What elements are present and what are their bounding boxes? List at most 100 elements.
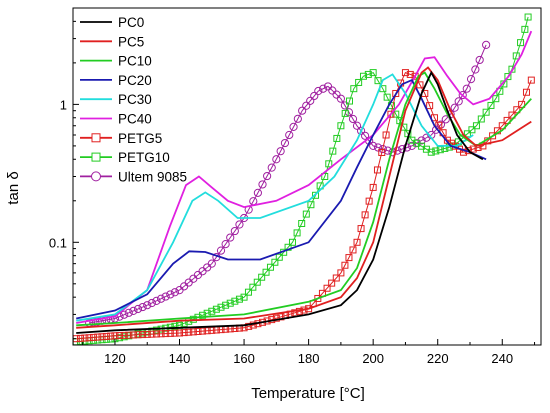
data-point	[185, 328, 193, 336]
x-tick-label: 180	[298, 351, 320, 366]
data-point	[306, 96, 315, 105]
data-point	[359, 72, 367, 80]
data-point	[199, 327, 207, 335]
data-point	[471, 65, 480, 74]
data-point	[398, 144, 407, 154]
data-point	[166, 329, 174, 337]
data-point	[527, 76, 535, 84]
data-point	[120, 310, 129, 319]
data-point	[352, 121, 362, 130]
data-point	[148, 330, 156, 338]
data-point	[216, 246, 226, 255]
data-point	[353, 238, 361, 246]
data-point	[364, 70, 372, 78]
legend-item-petg5: PETG5	[80, 131, 162, 146]
x-tick-label: 120	[104, 351, 126, 366]
data-point	[314, 294, 322, 302]
data-point	[272, 314, 280, 322]
data-point	[402, 143, 412, 152]
x-tick-label: 240	[491, 351, 513, 366]
data-point	[285, 130, 294, 140]
data-point	[345, 254, 353, 262]
data-point	[208, 307, 216, 315]
legend-label: PC10	[118, 54, 152, 69]
series-pc20	[76, 78, 487, 320]
data-point	[171, 329, 179, 337]
legend-item-ultem-9085: Ultem 9085	[80, 169, 187, 184]
data-point	[212, 305, 220, 313]
data-point	[102, 332, 110, 340]
data-point	[426, 102, 434, 110]
data-point	[472, 122, 480, 130]
data-point	[337, 269, 345, 277]
data-point	[427, 148, 435, 156]
data-point	[463, 130, 471, 138]
data-point	[230, 226, 239, 236]
data-point	[360, 131, 370, 140]
data-point	[107, 332, 115, 340]
data-point	[487, 101, 495, 109]
data-point	[203, 327, 211, 335]
data-point	[116, 332, 124, 340]
data-point	[323, 82, 333, 91]
data-point	[458, 90, 467, 100]
data-point	[176, 329, 184, 337]
data-point	[226, 299, 234, 307]
legend-label: PC0	[118, 15, 144, 30]
data-point	[333, 134, 341, 142]
data-point	[518, 100, 526, 108]
data-point	[524, 13, 532, 21]
data-point	[517, 39, 525, 47]
data-point	[441, 115, 450, 124]
data-point	[245, 322, 253, 330]
legend-marker	[91, 171, 101, 182]
data-point	[302, 210, 310, 218]
data-point	[504, 73, 512, 81]
data-point	[288, 238, 296, 246]
data-point	[94, 333, 102, 341]
legend-item-pc30: PC30	[80, 92, 152, 107]
data-point	[512, 52, 520, 60]
series-petg5	[72, 69, 535, 343]
data-point	[489, 132, 497, 140]
data-point	[477, 115, 485, 123]
data-point	[266, 263, 274, 271]
data-point	[469, 145, 477, 153]
data-point	[156, 294, 166, 303]
data-point	[125, 331, 133, 339]
data-point	[180, 329, 188, 337]
data-point	[289, 122, 298, 131]
data-point	[124, 308, 133, 317]
data-point	[152, 326, 160, 334]
data-point	[276, 147, 285, 156]
series-line-pc40	[76, 30, 533, 324]
data-point	[98, 333, 106, 341]
data-point	[356, 126, 366, 135]
data-point	[336, 94, 345, 103]
data-point	[302, 101, 311, 110]
data-point	[349, 246, 357, 254]
series-pc0	[76, 70, 484, 334]
data-point	[513, 106, 521, 114]
data-point	[152, 296, 161, 305]
data-point	[194, 327, 202, 335]
series-line-pc5	[76, 66, 532, 329]
data-point	[291, 309, 299, 317]
data-point	[482, 108, 490, 116]
x-tick-label: 220	[427, 351, 449, 366]
data-point	[298, 106, 307, 115]
legend-marker	[91, 133, 101, 143]
data-point	[365, 197, 373, 205]
y-tick-label: 0.1	[49, 235, 67, 250]
data-point	[249, 283, 257, 291]
data-point	[293, 229, 301, 237]
series-line-pc0	[76, 70, 484, 334]
data-point	[392, 110, 400, 118]
series-line-petg10	[76, 16, 529, 343]
legend-item-pc5: PC5	[80, 34, 144, 49]
legend-label: PC5	[118, 34, 144, 49]
series-pc40	[76, 30, 533, 324]
series-line-ultem-9085	[89, 44, 487, 324]
data-point	[189, 328, 197, 336]
